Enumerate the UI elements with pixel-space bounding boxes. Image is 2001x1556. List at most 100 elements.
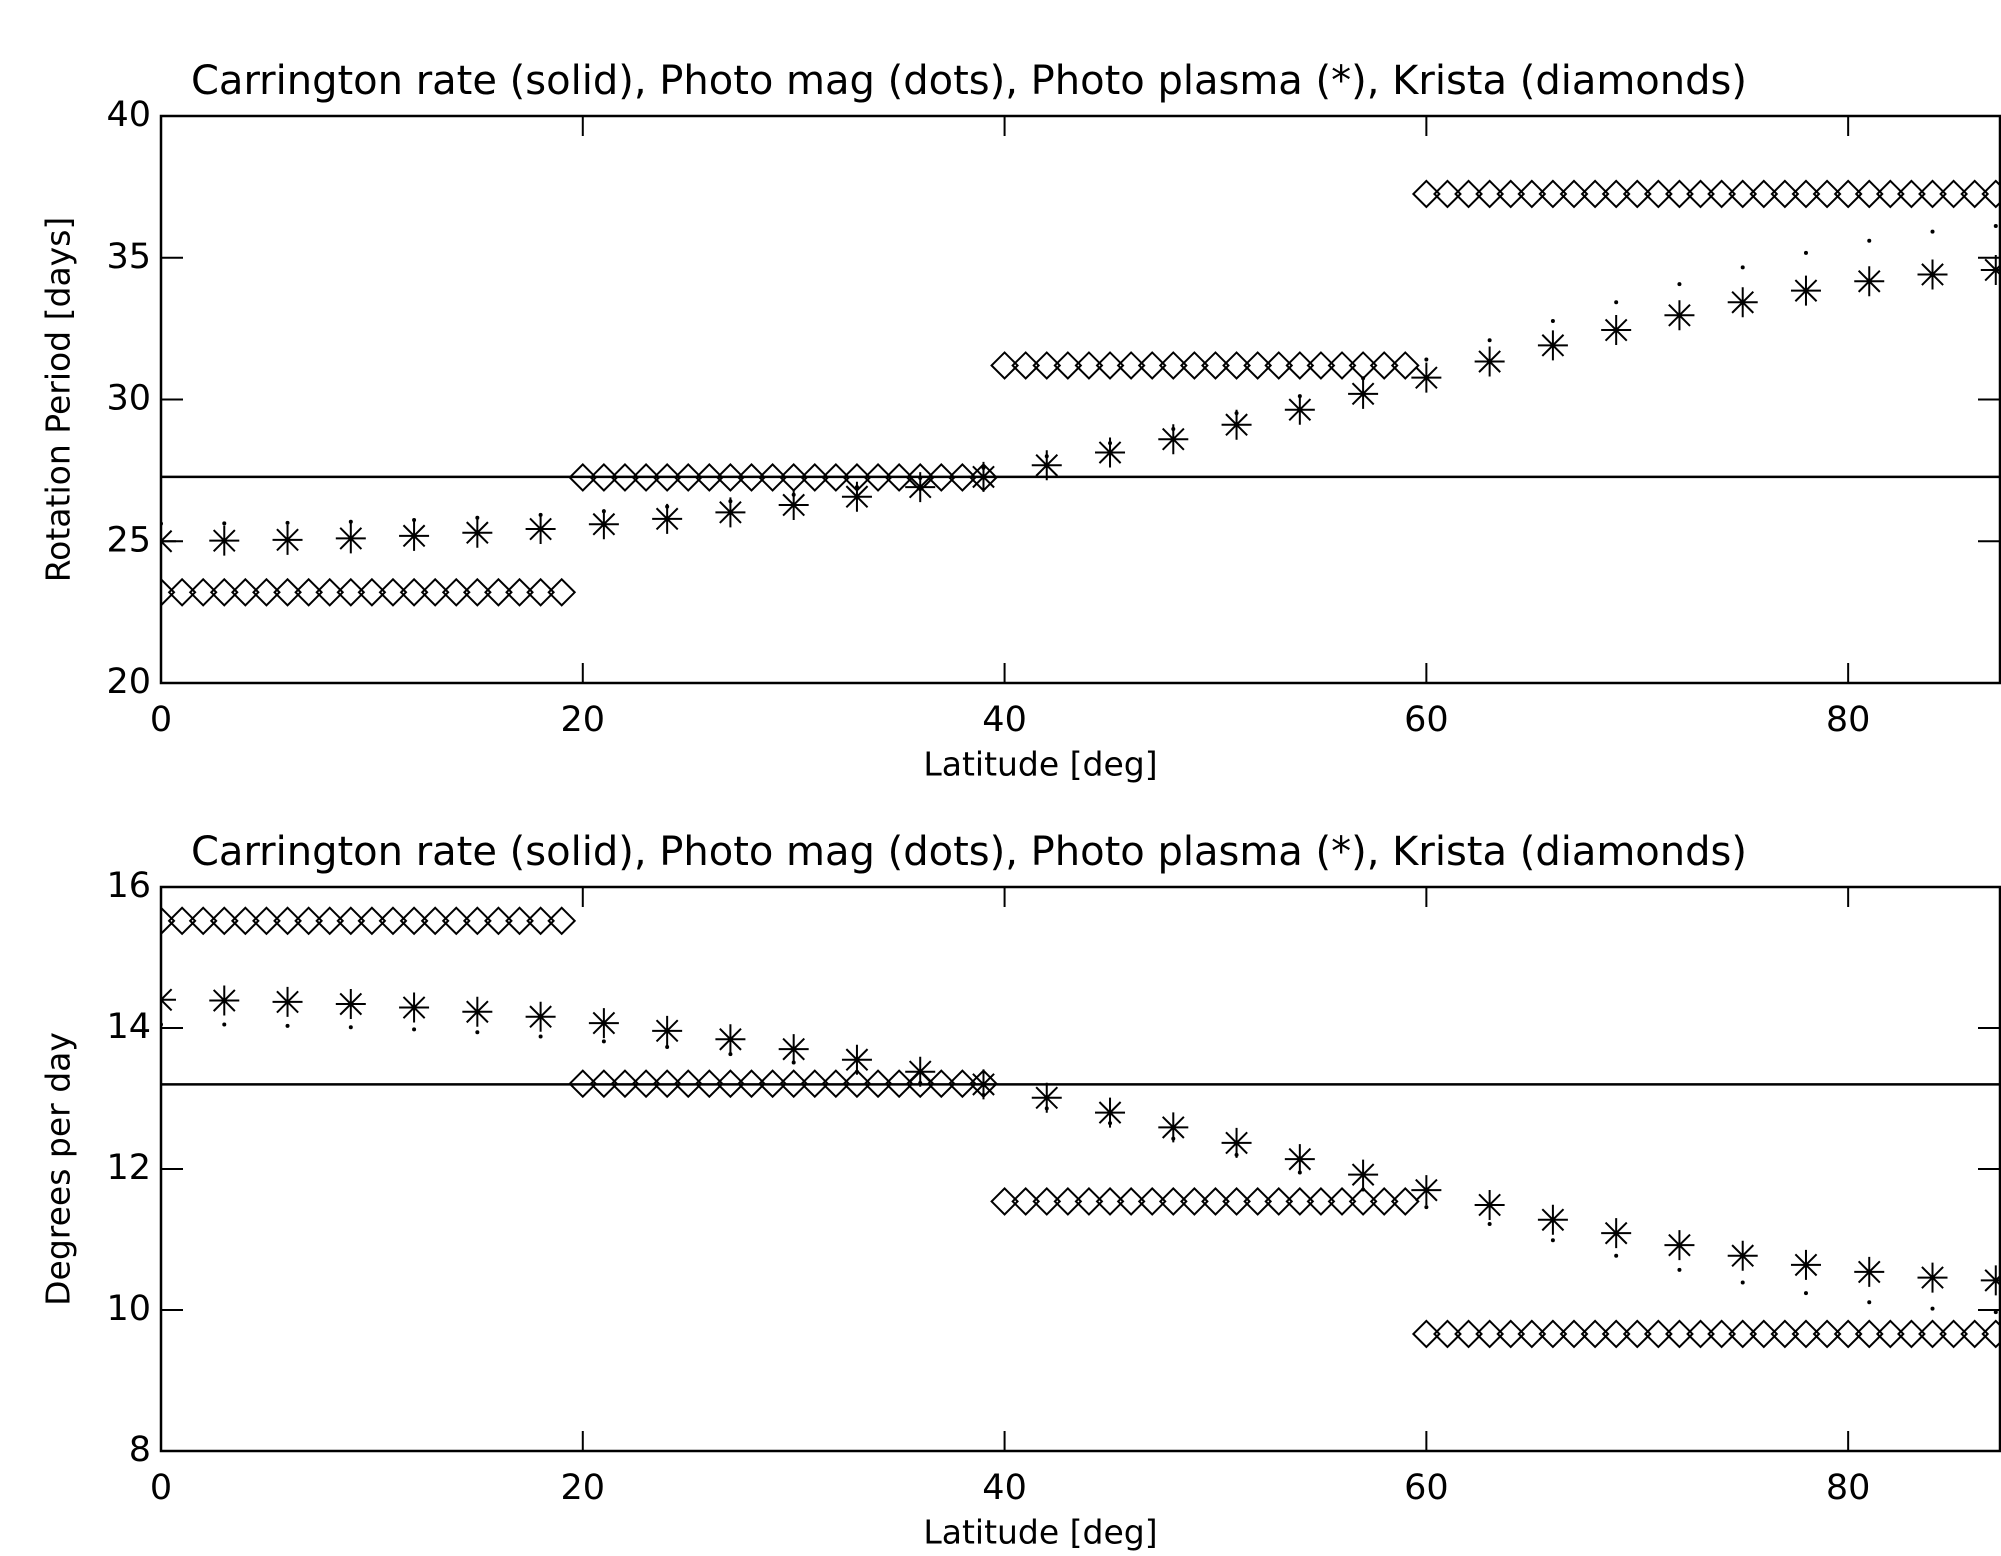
krista-diamond [1264,1187,1294,1216]
plasma-asterisk [1158,1112,1189,1143]
plasma-asterisk [841,481,872,512]
krista-diamond [1158,1187,1188,1216]
krista-diamond [863,463,893,492]
plasma-asterisk [1221,409,1252,440]
plasma-asterisk [525,1001,556,1032]
krista-diamond [252,577,281,607]
krista-diamond [1728,1319,1758,1349]
plasma-asterisk [335,989,366,1020]
mag-dot [601,1039,606,1044]
mag-dot [285,520,290,525]
mag-dot [1424,357,1429,362]
krista-diamond [800,463,830,492]
krista-diamond [1095,1187,1125,1216]
krista-diamond [526,577,556,607]
krista-diamond [1179,1187,1209,1216]
krista-diamond [1812,179,1842,209]
krista-diamond [1201,1187,1230,1216]
krista-diamond [1137,1187,1167,1216]
mag-dot [1740,265,1745,270]
plasma-asterisk [1474,1189,1505,1220]
plasma-asterisk [399,992,430,1023]
krista-diamond [1348,1187,1378,1216]
krista-diamond [842,1069,872,1099]
krista-diamond [399,906,429,936]
mag-dot [475,1030,480,1035]
krista-diamond [1707,1319,1737,1349]
plasma-asterisk [1727,287,1758,318]
krista-diamond [1390,1187,1420,1216]
krista-diamond [1074,351,1104,380]
krista-diamond [990,351,1019,380]
chart-title: Carrington rate (solid), Photo mag (dots… [191,58,1747,104]
plasma-asterisk [462,517,493,548]
krista-diamond [1770,1319,1800,1349]
krista-diamond [631,1069,661,1099]
krista-diamond [399,577,429,607]
mag-dot [1930,229,1935,234]
krista-diamond [1116,1187,1146,1216]
krista-diamond [1053,1187,1083,1216]
krista-diamond [737,463,766,492]
x-tick-label: 40 [982,700,1027,740]
krista-diamond [1728,179,1758,209]
krista-diamond [1327,351,1357,380]
x-axis-label: Latitude [deg] [923,1513,1157,1552]
krista-diamond [1918,1319,1947,1349]
mag-dot [1803,250,1808,255]
krista-diamond [209,577,239,607]
mag-dot [161,521,163,526]
krista-diamond [926,1069,956,1099]
krista-diamond [230,577,260,607]
mag-dot [412,1027,417,1032]
krista-diamond [1981,1319,2000,1349]
krista-diamond [1222,351,1251,380]
mag-dot [1993,1310,1998,1315]
plasma-asterisk [1854,266,1885,297]
krista-diamond [1601,179,1631,209]
y-tick-label: 12 [106,1148,151,1188]
krista-diamond [863,1069,893,1099]
krista-diamond [1285,351,1315,380]
krista-diamond [1011,351,1041,380]
krista-diamond [378,577,408,607]
krista-diamond [1201,351,1230,380]
krista-diamond [716,463,745,492]
krista-diamond [188,906,218,936]
plasma-asterisk [209,525,240,556]
krista-diamond [315,577,345,607]
plasma-asterisk [1284,1144,1315,1175]
krista-diamond [1538,179,1568,209]
krista-diamond [1897,1319,1926,1349]
krista-diamond [1285,1187,1315,1216]
x-tick-label: 60 [1404,1468,1449,1508]
mag-dot [1993,223,1998,228]
x-tick-label: 0 [150,700,172,740]
krista-diamond [1833,179,1863,209]
plasma-asterisk [1095,437,1126,468]
krista-diamond [462,906,492,936]
mag-dot [348,519,353,524]
plasma-asterisk [1917,259,1948,290]
x-tick-label: 80 [1826,700,1871,740]
krista-diamond [1011,1187,1041,1216]
chart-title: Carrington rate (solid), Photo mag (dots… [191,829,1747,875]
krista-diamond [1538,1319,1568,1349]
plasma-asterisk [1790,1249,1821,1280]
krista-diamond [969,463,998,492]
krista-diamond [779,463,809,492]
krista-diamond [926,463,956,492]
plasma-asterisk [272,524,303,555]
plasma-asterisk [1221,1127,1252,1158]
krista-diamond [990,1187,1019,1216]
krista-diamond [1960,179,1990,209]
krista-diamond [1854,179,1884,209]
y-tick-label: 30 [106,379,151,419]
krista-diamond [1369,351,1399,380]
krista-diamond [1875,1319,1905,1349]
y-tick-label: 10 [106,1289,151,1329]
plasma-asterisk [1411,362,1442,393]
x-tick-label: 60 [1404,700,1449,740]
